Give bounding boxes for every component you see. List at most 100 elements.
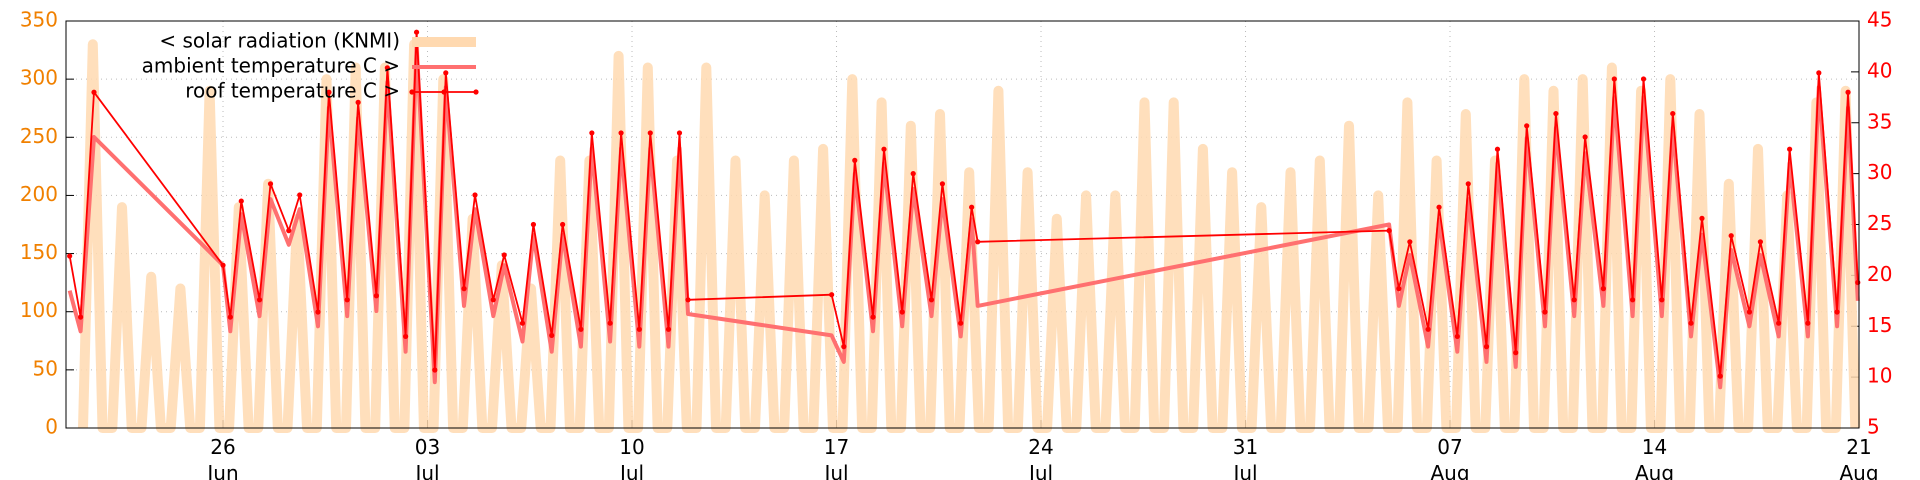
x-tick-day: 03	[415, 435, 440, 459]
x-tick-month: Jul	[618, 461, 644, 480]
series-point	[403, 333, 409, 340]
y2-tick-label: 35	[1867, 109, 1892, 133]
series-point	[1524, 123, 1530, 129]
series-point	[220, 262, 226, 268]
series-point	[1454, 333, 1460, 340]
series-point	[91, 89, 97, 95]
y2-tick-label: 25	[1867, 211, 1892, 235]
x-tick-label: 07 Aug	[1430, 435, 1469, 480]
series-point	[490, 297, 496, 303]
y2-tick-label: 10	[1867, 364, 1892, 388]
series-point	[501, 252, 507, 258]
x-tick-month: Aug	[1635, 461, 1674, 480]
x-tick-day: 10	[619, 435, 644, 459]
series-point	[1834, 309, 1840, 315]
series-point	[1483, 344, 1490, 350]
series-point	[67, 253, 73, 259]
legend-label: < solar radiation (KNMI)	[159, 29, 400, 53]
x-tick-day: 31	[1233, 435, 1258, 459]
series-point	[1396, 286, 1402, 292]
series-point	[1659, 297, 1665, 303]
plot-frame	[65, 20, 1860, 429]
series-point	[870, 314, 876, 320]
y2-tick-label: 40	[1867, 58, 1892, 82]
series-point	[256, 297, 263, 303]
y-tick-label: 200	[20, 182, 58, 206]
series-point	[910, 171, 916, 177]
series-point	[373, 293, 379, 299]
y-tick-label: 50	[33, 356, 58, 380]
series-point	[958, 320, 964, 326]
series-point	[1542, 309, 1548, 315]
series-point	[1629, 297, 1636, 303]
series-point	[939, 181, 946, 187]
series-point	[607, 320, 613, 326]
series-point	[1582, 134, 1588, 140]
series-point	[227, 314, 233, 320]
series-point	[530, 221, 537, 228]
x-tick-label: 10 Jul	[618, 435, 645, 480]
series-point	[1787, 146, 1793, 152]
series-point	[1845, 89, 1851, 95]
legend-label: roof temperature C >	[185, 79, 400, 103]
series-point	[461, 286, 467, 292]
x-tick-day: 17	[824, 435, 849, 459]
series-point	[928, 297, 935, 303]
x-tick-label: 21 Aug	[1839, 435, 1878, 480]
series-point	[315, 309, 321, 315]
series-point	[829, 292, 835, 298]
series-point	[647, 130, 653, 136]
legend-point	[441, 89, 447, 95]
series-point	[1465, 181, 1471, 187]
x-tick-month: Aug	[1839, 461, 1878, 480]
x-tick-month: Jun	[205, 461, 238, 480]
series-point	[413, 29, 420, 35]
series-point	[326, 89, 332, 95]
legend-point	[473, 89, 479, 95]
series-point	[1746, 309, 1753, 315]
x-tick-label: 17 Jul	[822, 435, 849, 480]
series-point	[1600, 286, 1606, 292]
y-tick-label: 150	[20, 240, 58, 264]
series-point	[665, 326, 672, 332]
series-point	[1757, 239, 1764, 245]
series-line	[67, 44, 1860, 390]
y2-tick-label: 5	[1867, 415, 1880, 439]
x-tick-label: 14 Aug	[1635, 435, 1674, 480]
series-point	[899, 309, 905, 315]
x-tick-month: Jul	[822, 461, 848, 480]
x-tick-day: 21	[1846, 435, 1871, 459]
x-tick-label: 31 Jul	[1231, 435, 1258, 480]
series-point	[969, 204, 975, 210]
series-point	[676, 130, 683, 136]
series-point	[1611, 76, 1617, 82]
series-point	[618, 130, 624, 136]
y-tick-label: 300	[20, 66, 58, 90]
series-point	[1670, 110, 1676, 117]
series-point	[1571, 297, 1577, 303]
x-tick-month: Jul	[1231, 461, 1257, 480]
x-tick-month: Jul	[1027, 461, 1053, 480]
series-point	[560, 221, 566, 228]
y-tick-label: 0	[45, 415, 58, 439]
series-point	[1816, 70, 1822, 76]
x-tick-day: 14	[1642, 435, 1667, 459]
series-point	[1494, 146, 1501, 152]
series-point	[286, 228, 292, 234]
series-point	[1717, 373, 1723, 379]
legend-label: ambient temperature C >	[142, 54, 400, 78]
series-point	[1728, 233, 1734, 239]
x-tick-day: 24	[1028, 435, 1053, 459]
series-point	[384, 65, 390, 71]
series-point	[1855, 279, 1861, 286]
x-tick-label: 26 Jun	[205, 435, 238, 480]
series-point	[852, 157, 858, 163]
y-tick-label: 250	[20, 124, 58, 148]
series-point	[589, 130, 595, 136]
series-point	[1640, 76, 1647, 82]
series-point	[344, 297, 350, 303]
series-point	[297, 192, 303, 198]
series-point	[472, 192, 478, 198]
series-point	[1553, 110, 1559, 117]
